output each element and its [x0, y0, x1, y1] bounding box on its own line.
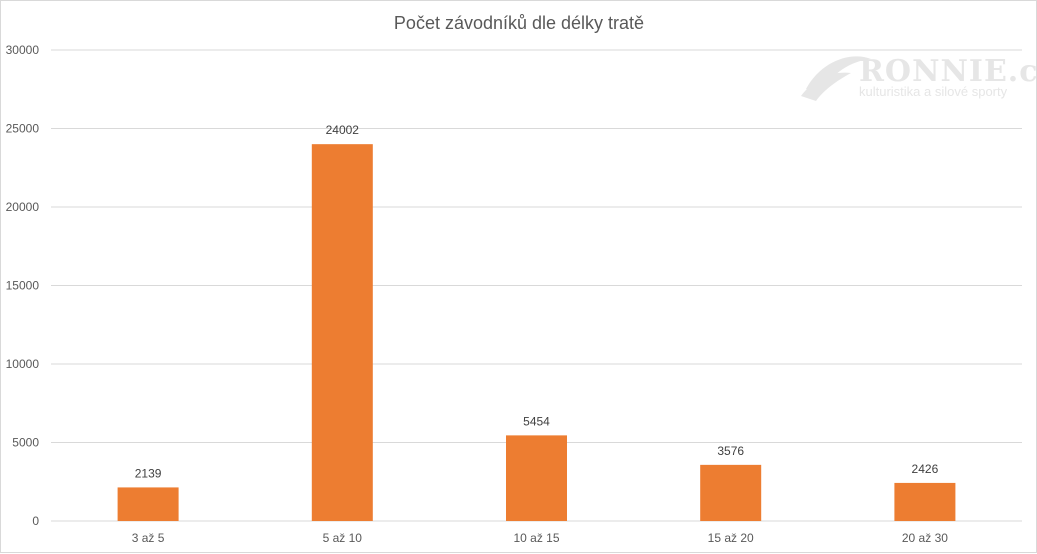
x-axis-ticks: 3 až 5 5 až 10 10 až 15 15 až 20 20 až 30 — [132, 531, 948, 545]
data-label: 3576 — [717, 444, 744, 458]
watermark-logo: RONNIE.cz kulturistika a silové sporty — [801, 54, 1037, 101]
y-tick-label: 0 — [32, 514, 39, 528]
data-label: 5454 — [523, 414, 550, 428]
x-tick-label: 20 až 30 — [902, 531, 948, 545]
data-labels: 2139 24002 5454 3576 2426 — [135, 123, 939, 480]
watermark-logo-text: RONNIE.cz — [859, 54, 1037, 89]
y-tick-label: 25000 — [6, 122, 40, 136]
bar — [311, 144, 373, 522]
x-tick-label: 3 až 5 — [132, 531, 165, 545]
data-label: 2426 — [912, 462, 939, 476]
y-tick-label: 5000 — [12, 436, 39, 450]
bar — [700, 464, 762, 521]
y-tick-label: 15000 — [6, 279, 40, 293]
bar — [506, 435, 567, 521]
bar — [894, 482, 956, 521]
x-tick-label: 15 až 20 — [708, 531, 754, 545]
watermark-tagline: kulturistika a silové sporty — [859, 84, 1008, 99]
y-tick-label: 10000 — [6, 357, 40, 371]
data-label: 24002 — [326, 123, 360, 137]
y-axis-ticks: 0 5000 10000 15000 20000 25000 30000 — [6, 43, 40, 528]
x-tick-label: 10 až 15 — [513, 531, 559, 545]
y-tick-label: 30000 — [6, 43, 40, 57]
runner-swoosh-icon — [801, 56, 871, 101]
chart-title: Počet závodníků dle délky tratě — [394, 13, 644, 33]
bar — [117, 487, 179, 521]
bars — [117, 144, 956, 522]
y-tick-label: 20000 — [6, 200, 40, 214]
data-label: 2139 — [135, 466, 162, 480]
x-tick-label: 5 až 10 — [323, 531, 363, 545]
